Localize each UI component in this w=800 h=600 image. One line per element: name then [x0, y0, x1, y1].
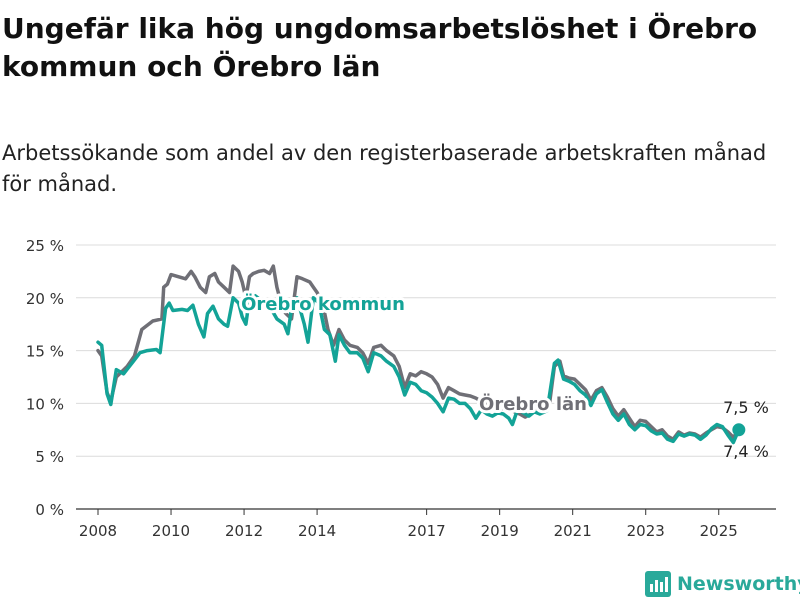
- newsworthy-chart-icon: [645, 571, 671, 597]
- newsworthy-logo[interactable]: Newsworthy: [645, 569, 800, 599]
- x-tick-label: 2023: [627, 522, 665, 540]
- y-tick-label: 25 %: [26, 237, 64, 255]
- x-tick-label: 2010: [152, 522, 190, 540]
- brand-name: Newsworthy: [677, 573, 800, 595]
- x-tick-label: 2017: [408, 522, 446, 540]
- series-label: Örebro län: [479, 393, 587, 415]
- x-tick-label: 2021: [554, 522, 592, 540]
- end-value-label: 7,5 %: [723, 398, 769, 417]
- y-tick-label: 15 %: [26, 343, 64, 361]
- x-tick-label: 2014: [298, 522, 336, 540]
- x-tick-label: 2012: [225, 522, 263, 540]
- x-tick-label: 2025: [700, 522, 738, 540]
- y-tick-label: 0 %: [35, 501, 64, 519]
- end-point-marker: [732, 423, 746, 437]
- chart-title: Ungefär lika hög ungdomsarbetslöshet i Ö…: [2, 12, 758, 83]
- series-label-halo: Örebro län: [479, 393, 587, 415]
- x-tick-label: 2008: [79, 522, 117, 540]
- series-line-0: [96, 264, 741, 442]
- y-tick-label: 5 %: [35, 448, 64, 466]
- series-label: Örebro kommun: [241, 293, 405, 315]
- y-tick-label: 10 %: [26, 395, 64, 413]
- y-tick-label: 20 %: [26, 290, 64, 308]
- end-value-label: 7,4 %: [723, 442, 769, 461]
- series-label-halo: Örebro kommun: [241, 293, 405, 315]
- chart-subtitle: Arbetssökande som andel av den registerb…: [2, 141, 767, 196]
- series-line-1: [96, 293, 741, 445]
- x-tick-label: 2019: [481, 522, 519, 540]
